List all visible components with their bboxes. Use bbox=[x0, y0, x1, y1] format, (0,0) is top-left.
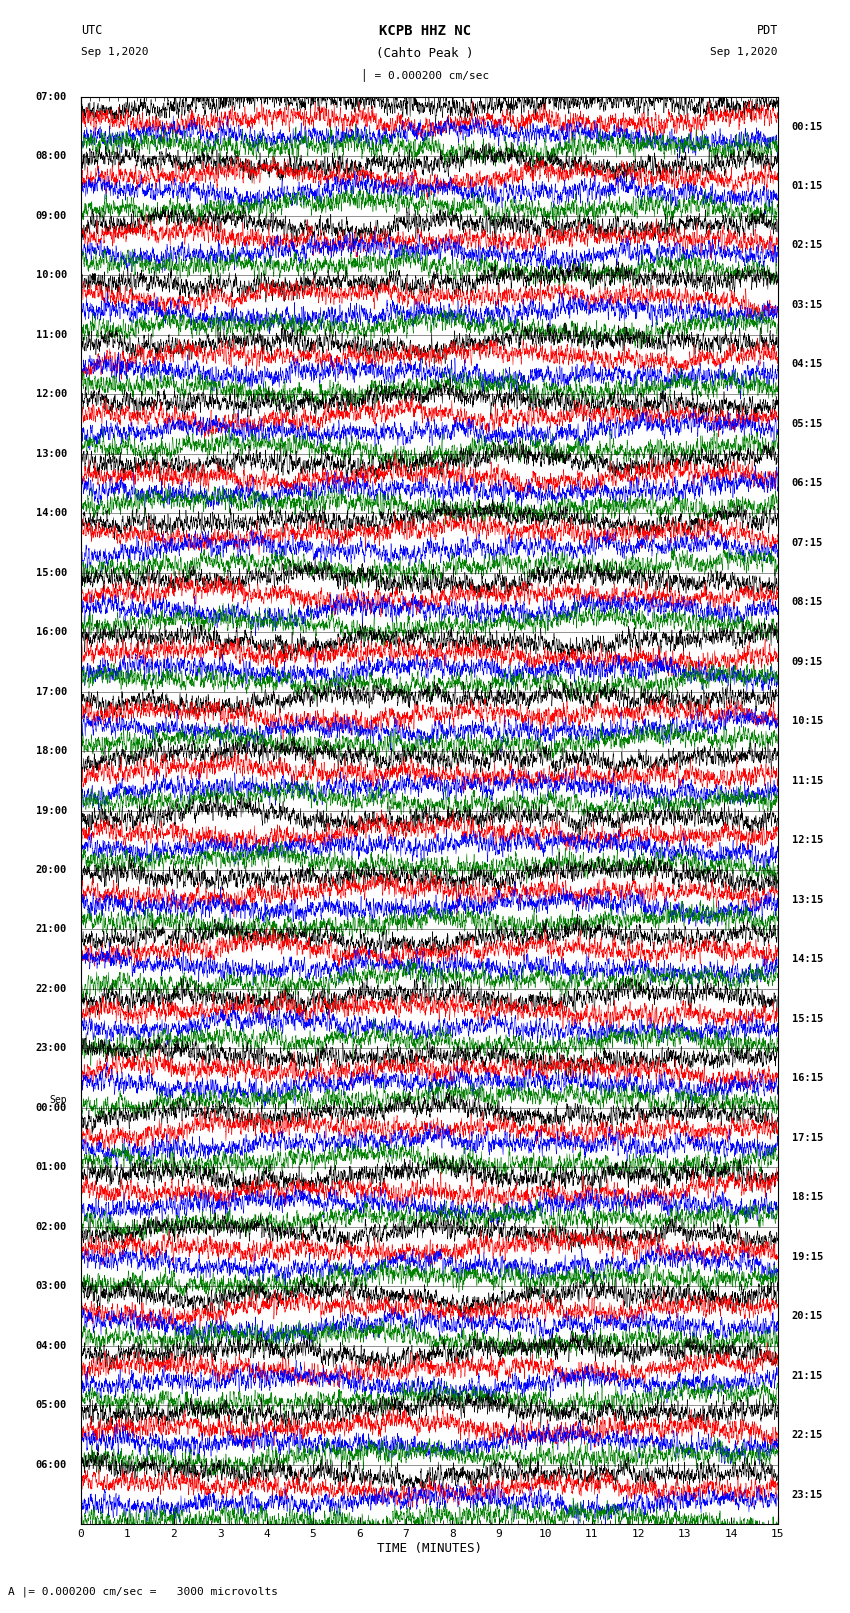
Text: 11:15: 11:15 bbox=[791, 776, 823, 786]
Text: 17:00: 17:00 bbox=[36, 687, 67, 697]
Text: 20:00: 20:00 bbox=[36, 865, 67, 874]
Text: 18:00: 18:00 bbox=[36, 747, 67, 756]
Text: 02:00: 02:00 bbox=[36, 1223, 67, 1232]
Text: 07:15: 07:15 bbox=[791, 537, 823, 548]
Text: Sep 1,2020: Sep 1,2020 bbox=[711, 47, 778, 56]
Text: 04:00: 04:00 bbox=[36, 1340, 67, 1350]
Text: 23:15: 23:15 bbox=[791, 1489, 823, 1500]
Text: 05:00: 05:00 bbox=[36, 1400, 67, 1410]
Text: 00:15: 00:15 bbox=[791, 121, 823, 132]
Text: 14:15: 14:15 bbox=[791, 955, 823, 965]
Text: 05:15: 05:15 bbox=[791, 419, 823, 429]
Text: 23:00: 23:00 bbox=[36, 1044, 67, 1053]
Text: 07:00: 07:00 bbox=[36, 92, 67, 102]
Text: 13:15: 13:15 bbox=[791, 895, 823, 905]
X-axis label: TIME (MINUTES): TIME (MINUTES) bbox=[377, 1542, 482, 1555]
Text: 21:15: 21:15 bbox=[791, 1371, 823, 1381]
Text: 21:00: 21:00 bbox=[36, 924, 67, 934]
Text: 16:00: 16:00 bbox=[36, 627, 67, 637]
Text: 01:15: 01:15 bbox=[791, 181, 823, 190]
Text: Sep 1,2020: Sep 1,2020 bbox=[81, 47, 148, 56]
Text: 22:00: 22:00 bbox=[36, 984, 67, 994]
Text: 11:00: 11:00 bbox=[36, 329, 67, 340]
Text: 20:15: 20:15 bbox=[791, 1311, 823, 1321]
Text: │ = 0.000200 cm/sec: │ = 0.000200 cm/sec bbox=[361, 69, 489, 82]
Text: 00:00: 00:00 bbox=[36, 1103, 67, 1113]
Text: 09:00: 09:00 bbox=[36, 211, 67, 221]
Text: 16:15: 16:15 bbox=[791, 1073, 823, 1084]
Text: 14:00: 14:00 bbox=[36, 508, 67, 518]
Text: KCPB HHZ NC: KCPB HHZ NC bbox=[379, 24, 471, 39]
Text: 03:15: 03:15 bbox=[791, 300, 823, 310]
Text: A |= 0.000200 cm/sec =   3000 microvolts: A |= 0.000200 cm/sec = 3000 microvolts bbox=[8, 1586, 279, 1597]
Text: 06:00: 06:00 bbox=[36, 1460, 67, 1469]
Text: (Cahto Peak ): (Cahto Peak ) bbox=[377, 47, 473, 60]
Text: 19:15: 19:15 bbox=[791, 1252, 823, 1261]
Text: 10:00: 10:00 bbox=[36, 271, 67, 281]
Text: 04:15: 04:15 bbox=[791, 360, 823, 369]
Text: 15:00: 15:00 bbox=[36, 568, 67, 577]
Text: Sep: Sep bbox=[49, 1095, 67, 1105]
Text: 15:15: 15:15 bbox=[791, 1013, 823, 1024]
Text: 12:00: 12:00 bbox=[36, 389, 67, 398]
Text: 02:15: 02:15 bbox=[791, 240, 823, 250]
Text: 18:15: 18:15 bbox=[791, 1192, 823, 1202]
Text: 03:00: 03:00 bbox=[36, 1281, 67, 1292]
Text: PDT: PDT bbox=[756, 24, 778, 37]
Text: 01:00: 01:00 bbox=[36, 1163, 67, 1173]
Text: 17:15: 17:15 bbox=[791, 1132, 823, 1142]
Text: 06:15: 06:15 bbox=[791, 479, 823, 489]
Text: 10:15: 10:15 bbox=[791, 716, 823, 726]
Text: 22:15: 22:15 bbox=[791, 1431, 823, 1440]
Text: 08:00: 08:00 bbox=[36, 152, 67, 161]
Text: 12:15: 12:15 bbox=[791, 836, 823, 845]
Text: 19:00: 19:00 bbox=[36, 805, 67, 816]
Text: 13:00: 13:00 bbox=[36, 448, 67, 458]
Text: 09:15: 09:15 bbox=[791, 656, 823, 666]
Text: 08:15: 08:15 bbox=[791, 597, 823, 608]
Text: UTC: UTC bbox=[81, 24, 102, 37]
